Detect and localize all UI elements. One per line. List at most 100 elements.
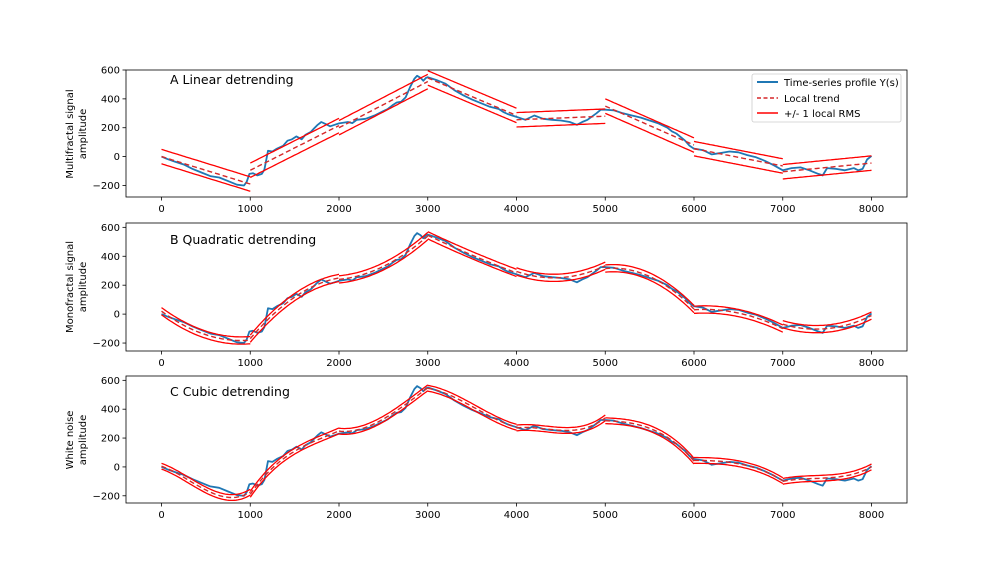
rms-lower-line: [427, 238, 517, 278]
x-tick-label: 6000: [681, 204, 706, 215]
local-trend-line: [605, 105, 695, 146]
rms-lower-line: [782, 318, 872, 334]
x-tick-label: 6000: [681, 510, 706, 521]
panel-title: B Quadratic detrending: [170, 232, 316, 247]
rms-upper-line: [338, 231, 429, 277]
local-trend-line: [693, 148, 783, 167]
panel-cubic-detrending: 0 1000 2000 3000 4000 5000 6000 7000 8000 −200 0 20…: [65, 375, 908, 521]
plot-area-cubic: [161, 384, 873, 502]
rms-upper-line: [516, 261, 606, 275]
local-trend-line: [427, 77, 517, 117]
local-trend-line: [249, 124, 340, 171]
local-trend-line: [338, 387, 429, 433]
local-trend-line: [516, 265, 606, 279]
rms-lower-line: [605, 112, 695, 153]
local-trend-line: [516, 115, 606, 121]
x-tick-label: 8000: [859, 510, 884, 521]
local-trend-line: [427, 387, 517, 428]
profile-series-line: [161, 74, 873, 187]
x-tick-label: 2000: [326, 510, 351, 521]
local-trend-line: [516, 417, 606, 432]
rms-lower-line: [694, 462, 784, 485]
local-trend-line: [693, 308, 784, 330]
x-tick-label: 6000: [681, 358, 706, 369]
rms-lower-line: [161, 163, 251, 192]
y-tick-label: 400: [101, 94, 120, 105]
rms-upper-line: [427, 70, 517, 109]
rms-upper-line: [693, 140, 783, 160]
x-tick-label: 3000: [415, 204, 440, 215]
rms-upper-line: [782, 155, 872, 166]
rms-lower-line: [161, 314, 251, 345]
panel-linear-detrending: 0 1000 2000 3000 4000 5000 6000 7000 8000 −200 0 20…: [65, 66, 908, 216]
rms-lower-line: [693, 312, 784, 333]
rms-upper-line: [338, 73, 429, 122]
local-trend-line: [338, 80, 429, 129]
local-trend-line: [427, 234, 517, 274]
rms-upper-line: [338, 384, 429, 430]
local-trend-line: [782, 162, 872, 173]
rms-lower-line: [249, 433, 340, 498]
y-tick-label: 200: [101, 123, 120, 134]
rms-upper-line: [161, 148, 251, 178]
rms-lower-line: [338, 239, 429, 284]
x-tick-label: 0: [158, 204, 164, 215]
x-tick-label: 2000: [326, 204, 351, 215]
y-tick-label: 0: [114, 152, 120, 163]
rms-lower-line: [338, 88, 429, 136]
y-tick-label: 600: [101, 376, 120, 387]
y-tick-label: −200: [93, 491, 120, 502]
x-tick-label: 8000: [859, 358, 884, 369]
x-tick-label: 0: [158, 358, 164, 369]
rms-lower-line: [782, 469, 872, 485]
y-tick-label: 0: [114, 462, 120, 473]
rms-upper-line: [694, 456, 784, 479]
y-tick-label: −200: [93, 339, 120, 350]
x-tick-label: 7000: [770, 510, 795, 521]
rms-upper-line: [161, 462, 251, 496]
legend-box: [751, 73, 902, 123]
rms-upper-line: [693, 305, 784, 326]
axis-ticks: 0 1000 2000 3000 4000 5000 6000 7000 8000 −200 0 20…: [93, 66, 885, 216]
series-group: [161, 231, 873, 345]
y-axis-label-line2: amplitude: [78, 109, 89, 160]
rms-upper-line: [516, 414, 606, 429]
rms-upper-line: [249, 273, 340, 336]
x-tick-label: 4000: [504, 358, 529, 369]
y-axis-label-line1: White noise: [65, 411, 76, 470]
local-trend-line: [782, 466, 872, 483]
series-group: [161, 70, 873, 192]
x-tick-label: 5000: [593, 204, 618, 215]
rms-upper-line: [161, 307, 251, 338]
local-trend-line: [161, 465, 251, 499]
rms-lower-line: [516, 268, 606, 283]
series-group: [161, 384, 873, 502]
rms-lower-line: [161, 468, 251, 502]
x-tick-label: 1000: [238, 204, 263, 215]
rms-lower-line: [605, 422, 695, 465]
x-tick-label: 4000: [504, 204, 529, 215]
rms-upper-line: [605, 263, 695, 306]
y-tick-label: 600: [101, 66, 120, 77]
y-axis-label-line1: Multifractal signal: [65, 89, 76, 178]
rms-upper-line: [516, 108, 606, 114]
y-axis-label-line2: amplitude: [78, 262, 89, 313]
plot-area-quadratic: [161, 231, 873, 345]
legend-profile-label: Time-series profile Y(s): [783, 78, 899, 89]
x-tick-label: 5000: [593, 510, 618, 521]
x-tick-label: 1000: [238, 510, 263, 521]
y-tick-label: 0: [114, 310, 120, 321]
legend: Time-series profile Y(s) Local trend +/-…: [751, 73, 902, 123]
x-tick-label: 0: [158, 510, 164, 521]
rms-lower-line: [693, 155, 783, 174]
rms-upper-line: [605, 98, 695, 139]
rms-lower-line: [605, 271, 695, 314]
local-trend-line: [694, 459, 784, 482]
local-trend-line: [605, 267, 695, 310]
x-tick-label: 2000: [326, 358, 351, 369]
local-trend-line: [782, 314, 872, 330]
rms-lower-line: [249, 132, 340, 179]
panel-title: A Linear detrending: [170, 72, 294, 87]
local-trend-line: [338, 235, 429, 281]
rms-lower-line: [782, 169, 872, 180]
